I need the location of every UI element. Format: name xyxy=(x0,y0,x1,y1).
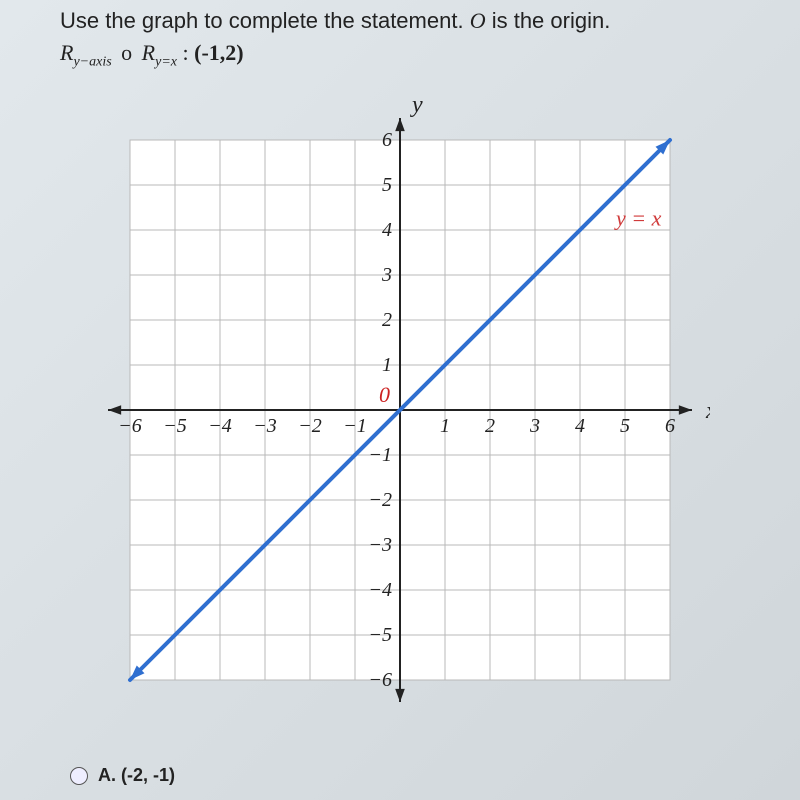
prompt-part1: Use the graph to complete the statement. xyxy=(60,8,470,33)
svg-text:−6: −6 xyxy=(118,415,142,437)
svg-text:−1: −1 xyxy=(343,415,367,437)
prompt-part2: is the origin. xyxy=(492,8,611,33)
svg-text:3: 3 xyxy=(381,264,392,286)
coordinate-graph: −6 −5 −4 −3 −2 −1 1 2 3 4 5 6 −6 −5 −4 −3 −2 −1 1 2 3 4 5 6 0 x y y… xyxy=(90,100,710,720)
question-prompt: Use the graph to complete the statement.… xyxy=(60,8,610,34)
svg-text:−3: −3 xyxy=(253,415,277,437)
svg-text:1: 1 xyxy=(382,354,392,376)
svg-text:−2: −2 xyxy=(369,489,393,511)
answer-letter: A. xyxy=(98,765,116,785)
r1: R xyxy=(60,40,73,65)
svg-text:y = x: y = x xyxy=(614,206,662,231)
svg-text:−3: −3 xyxy=(369,534,393,556)
sub1: y−axis xyxy=(73,54,111,69)
answer-value: (-2, -1) xyxy=(121,765,175,785)
svg-text:4: 4 xyxy=(575,415,585,437)
answer-label: A. (-2, -1) xyxy=(98,765,175,786)
svg-text:−6: −6 xyxy=(369,669,393,691)
compose-op: o xyxy=(121,40,132,65)
svg-text:−1: −1 xyxy=(369,444,393,466)
radio-icon[interactable] xyxy=(70,767,88,785)
composition-formula: Ry−axis o Ry=x : (-1,2) xyxy=(60,40,244,70)
svg-text:2: 2 xyxy=(485,415,495,437)
origin-var: O xyxy=(470,8,486,33)
svg-text:5: 5 xyxy=(620,415,630,437)
graph-svg: −6 −5 −4 −3 −2 −1 1 2 3 4 5 6 −6 −5 −4 −3 −2 −1 1 2 3 4 5 6 0 x y y… xyxy=(90,100,710,720)
r2: R xyxy=(142,40,155,65)
page-root: Use the graph to complete the statement.… xyxy=(0,0,800,800)
svg-text:−2: −2 xyxy=(298,415,322,437)
svg-text:−5: −5 xyxy=(163,415,187,437)
svg-text:5: 5 xyxy=(382,174,392,196)
svg-text:0: 0 xyxy=(379,382,390,407)
input-point: (-1,2) xyxy=(194,40,243,65)
svg-text:−4: −4 xyxy=(208,415,232,437)
svg-text:−5: −5 xyxy=(369,624,393,646)
svg-text:x: x xyxy=(705,398,710,424)
svg-text:6: 6 xyxy=(665,415,675,437)
colon: : xyxy=(183,40,195,65)
answer-option-a[interactable]: A. (-2, -1) xyxy=(70,765,175,786)
svg-text:2: 2 xyxy=(382,309,392,331)
svg-text:3: 3 xyxy=(529,415,540,437)
svg-text:1: 1 xyxy=(440,415,450,437)
svg-text:4: 4 xyxy=(382,219,392,241)
svg-text:6: 6 xyxy=(382,129,392,151)
sub2: y=x xyxy=(155,54,177,69)
svg-text:−4: −4 xyxy=(369,579,393,601)
svg-text:y: y xyxy=(410,100,423,118)
